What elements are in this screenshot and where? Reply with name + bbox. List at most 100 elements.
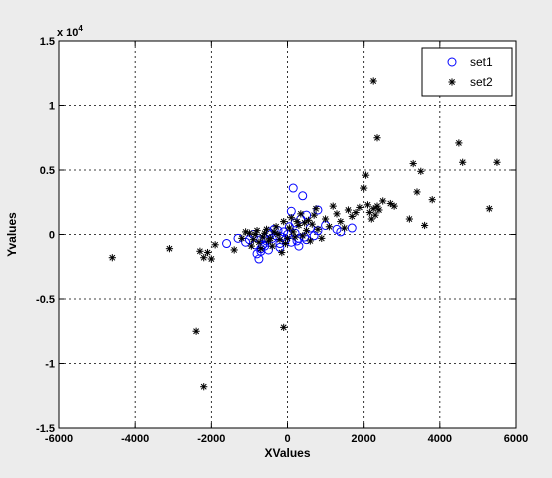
legend-label: set1	[470, 55, 493, 69]
set2-point	[448, 78, 456, 86]
x-tick-label: 0	[284, 433, 290, 445]
legend-marker-set1	[447, 57, 457, 67]
set2-point	[278, 248, 286, 257]
set2-point	[272, 223, 280, 231]
set2-point	[255, 238, 263, 246]
y-tick-label: -1.5	[36, 423, 55, 435]
set2-point	[301, 219, 309, 227]
x-tick-label: -2000	[197, 433, 225, 445]
y-tick-label: 0	[49, 230, 55, 242]
set2-point	[203, 248, 212, 257]
set2-point	[230, 246, 238, 254]
y-axis-exponent-base: x 10	[57, 27, 78, 39]
set2-point	[341, 224, 349, 232]
set2-point	[310, 211, 318, 219]
legend-box	[421, 47, 513, 97]
set1-point	[336, 227, 346, 237]
set1-point	[222, 239, 232, 249]
set2-point	[245, 229, 254, 237]
set2-point	[289, 228, 297, 236]
ticks: -6000 -4000 -2000 0 2000 4000 6000 -1.5 -1 -0.5 0 0…	[36, 36, 528, 445]
set2-point	[369, 205, 377, 213]
set2-point	[413, 188, 421, 196]
y-tick-label: -1	[45, 359, 55, 371]
set2-point	[253, 227, 261, 235]
set2-point	[485, 205, 493, 213]
set2-point	[299, 232, 307, 240]
set2-point	[276, 236, 284, 244]
set2-point	[352, 208, 360, 217]
set2-point	[308, 220, 316, 228]
set2-point	[493, 158, 501, 166]
set2-point	[108, 254, 116, 262]
set2-point	[257, 245, 265, 253]
set2-point	[262, 225, 271, 233]
set2-point	[333, 210, 341, 218]
y-axis-exponent-power: 4	[78, 24, 83, 33]
x-tick-label: 6000	[504, 433, 528, 445]
set2-point	[363, 201, 372, 209]
set2-point	[192, 327, 200, 335]
x-tick-label: -4000	[121, 433, 149, 445]
set2-point	[295, 221, 303, 230]
set2-point	[312, 205, 320, 213]
set2-point	[409, 159, 417, 168]
set2-point	[417, 167, 425, 175]
set2-point	[306, 237, 314, 245]
set2-point	[390, 202, 398, 210]
set2-point	[344, 206, 353, 214]
x-tick-label: 2000	[351, 433, 375, 445]
set1-point	[298, 191, 308, 201]
set2-point	[321, 215, 330, 223]
set2-point	[455, 139, 463, 147]
set2-point	[459, 158, 467, 166]
set2-point	[329, 202, 337, 210]
set2-point	[291, 233, 299, 241]
set2-point	[302, 227, 311, 235]
y-tick-label: -0.5	[36, 294, 55, 306]
set2-point	[318, 234, 326, 242]
set2-point	[238, 234, 246, 242]
set1-point	[313, 205, 323, 215]
set2-point	[247, 242, 255, 250]
set2-point	[375, 206, 383, 214]
y-tick-label: 0.5	[40, 165, 55, 177]
grid	[59, 41, 516, 428]
set2-point	[280, 218, 288, 226]
x-tick-label: 4000	[428, 433, 452, 445]
y-axis-exponent: x 104	[57, 24, 83, 39]
set2-point	[373, 134, 381, 142]
plot-area	[59, 41, 516, 428]
set2-point	[165, 245, 174, 253]
set2-point	[405, 215, 413, 223]
set2-point	[287, 214, 295, 222]
set2-point	[337, 218, 345, 226]
set2-point	[314, 225, 322, 233]
set2-point	[281, 239, 290, 248]
set2-point	[280, 323, 288, 331]
set2-point	[200, 254, 208, 262]
set2-point	[361, 171, 370, 179]
y-axis-label: Yvalues	[5, 212, 19, 257]
set1-point	[347, 223, 357, 233]
legend-label: set2	[470, 75, 493, 89]
set2-point	[369, 77, 377, 85]
set2-point	[356, 203, 364, 212]
set2-point	[211, 241, 219, 249]
set2-point	[379, 197, 387, 205]
x-axis-label: XValues	[264, 446, 310, 460]
set2-point	[268, 242, 276, 250]
set2-point	[421, 221, 429, 230]
set2-point	[325, 223, 333, 231]
set2-point	[371, 211, 379, 219]
set2-point	[266, 234, 274, 242]
x-tick-label: -6000	[45, 433, 73, 445]
set2-point	[196, 247, 204, 255]
set2-point	[360, 184, 368, 192]
data-points	[108, 77, 501, 391]
set1-point	[288, 183, 298, 193]
set2-point	[428, 196, 436, 204]
set2-point	[297, 210, 305, 218]
set2-point	[386, 199, 394, 208]
